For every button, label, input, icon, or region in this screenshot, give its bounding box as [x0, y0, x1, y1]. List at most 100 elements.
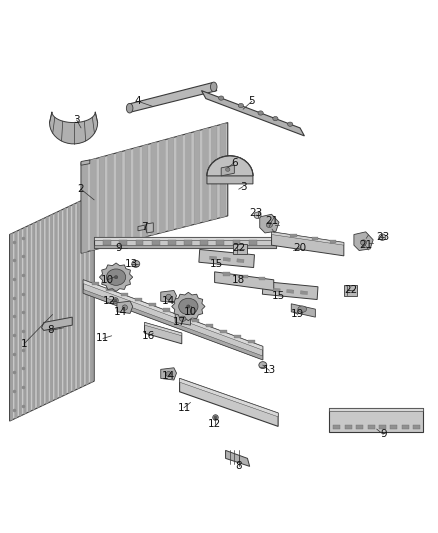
Bar	[390, 425, 397, 429]
Polygon shape	[68, 206, 71, 393]
Polygon shape	[50, 214, 53, 402]
Bar	[333, 425, 340, 429]
Bar	[103, 240, 111, 245]
Text: 19: 19	[291, 310, 304, 319]
Polygon shape	[15, 231, 17, 418]
Bar	[413, 425, 420, 429]
Bar	[200, 240, 208, 245]
Polygon shape	[24, 227, 26, 415]
Text: 13: 13	[125, 259, 138, 269]
Bar	[259, 277, 265, 280]
Ellipse shape	[219, 96, 224, 100]
Bar	[120, 293, 127, 296]
Text: 8: 8	[235, 462, 242, 471]
Polygon shape	[117, 151, 122, 244]
Text: 14: 14	[114, 307, 127, 317]
Polygon shape	[180, 378, 278, 417]
Polygon shape	[82, 161, 88, 253]
Text: 17: 17	[173, 318, 186, 327]
Polygon shape	[212, 126, 217, 220]
Ellipse shape	[258, 111, 263, 115]
Bar	[120, 240, 127, 245]
Polygon shape	[142, 144, 148, 238]
Polygon shape	[151, 142, 156, 236]
Ellipse shape	[226, 167, 230, 171]
Polygon shape	[42, 219, 44, 406]
Polygon shape	[159, 140, 165, 233]
Bar	[330, 240, 336, 243]
Polygon shape	[86, 197, 88, 385]
Polygon shape	[328, 408, 423, 432]
Polygon shape	[221, 165, 234, 176]
Polygon shape	[37, 221, 39, 408]
Bar	[136, 240, 144, 245]
Polygon shape	[207, 156, 253, 176]
Ellipse shape	[126, 103, 133, 113]
Ellipse shape	[132, 260, 140, 267]
Bar	[216, 240, 224, 245]
Ellipse shape	[210, 82, 217, 92]
Polygon shape	[81, 123, 228, 253]
Polygon shape	[81, 160, 90, 165]
Text: 13: 13	[263, 366, 276, 375]
Text: 2: 2	[78, 184, 85, 194]
Bar	[135, 298, 142, 301]
Polygon shape	[175, 312, 191, 325]
Text: 22: 22	[232, 243, 245, 253]
Polygon shape	[168, 138, 174, 231]
Bar	[241, 275, 248, 278]
Polygon shape	[172, 292, 205, 321]
Polygon shape	[108, 154, 113, 246]
Bar	[286, 289, 294, 293]
Bar	[345, 425, 352, 429]
Ellipse shape	[254, 212, 261, 219]
Polygon shape	[91, 158, 96, 251]
Polygon shape	[272, 232, 344, 256]
Text: 10: 10	[101, 275, 114, 285]
Polygon shape	[134, 147, 139, 240]
Bar	[402, 425, 409, 429]
Polygon shape	[272, 232, 344, 245]
Polygon shape	[354, 232, 373, 251]
Bar	[249, 240, 257, 245]
Ellipse shape	[298, 306, 307, 312]
Polygon shape	[32, 223, 35, 410]
Text: 10: 10	[184, 307, 197, 317]
Ellipse shape	[360, 240, 367, 245]
Text: 4: 4	[134, 96, 141, 106]
Text: 22: 22	[344, 286, 357, 295]
Polygon shape	[185, 133, 191, 227]
Bar	[220, 329, 227, 333]
Bar	[223, 272, 230, 276]
Text: 15: 15	[272, 291, 285, 301]
Bar	[191, 319, 198, 322]
Polygon shape	[147, 223, 153, 233]
Polygon shape	[59, 210, 62, 398]
Bar	[177, 314, 184, 317]
Polygon shape	[129, 83, 217, 112]
Polygon shape	[83, 289, 263, 360]
Bar	[206, 324, 213, 327]
Ellipse shape	[180, 316, 186, 321]
Text: 8: 8	[47, 326, 54, 335]
Bar	[234, 335, 241, 338]
Text: 11: 11	[177, 403, 191, 413]
Text: 23: 23	[250, 208, 263, 218]
Text: 6: 6	[231, 158, 238, 167]
Ellipse shape	[379, 234, 386, 240]
Polygon shape	[226, 450, 250, 466]
Polygon shape	[73, 204, 75, 391]
Text: 7: 7	[141, 222, 148, 231]
Polygon shape	[64, 208, 66, 395]
Polygon shape	[161, 290, 177, 303]
Text: 12: 12	[208, 419, 221, 429]
Ellipse shape	[166, 372, 171, 377]
Polygon shape	[99, 263, 133, 292]
Polygon shape	[99, 156, 105, 248]
Polygon shape	[203, 128, 208, 222]
Ellipse shape	[266, 222, 272, 228]
Bar	[273, 288, 280, 292]
Text: 15: 15	[210, 259, 223, 269]
Ellipse shape	[166, 294, 171, 300]
Polygon shape	[77, 201, 79, 389]
